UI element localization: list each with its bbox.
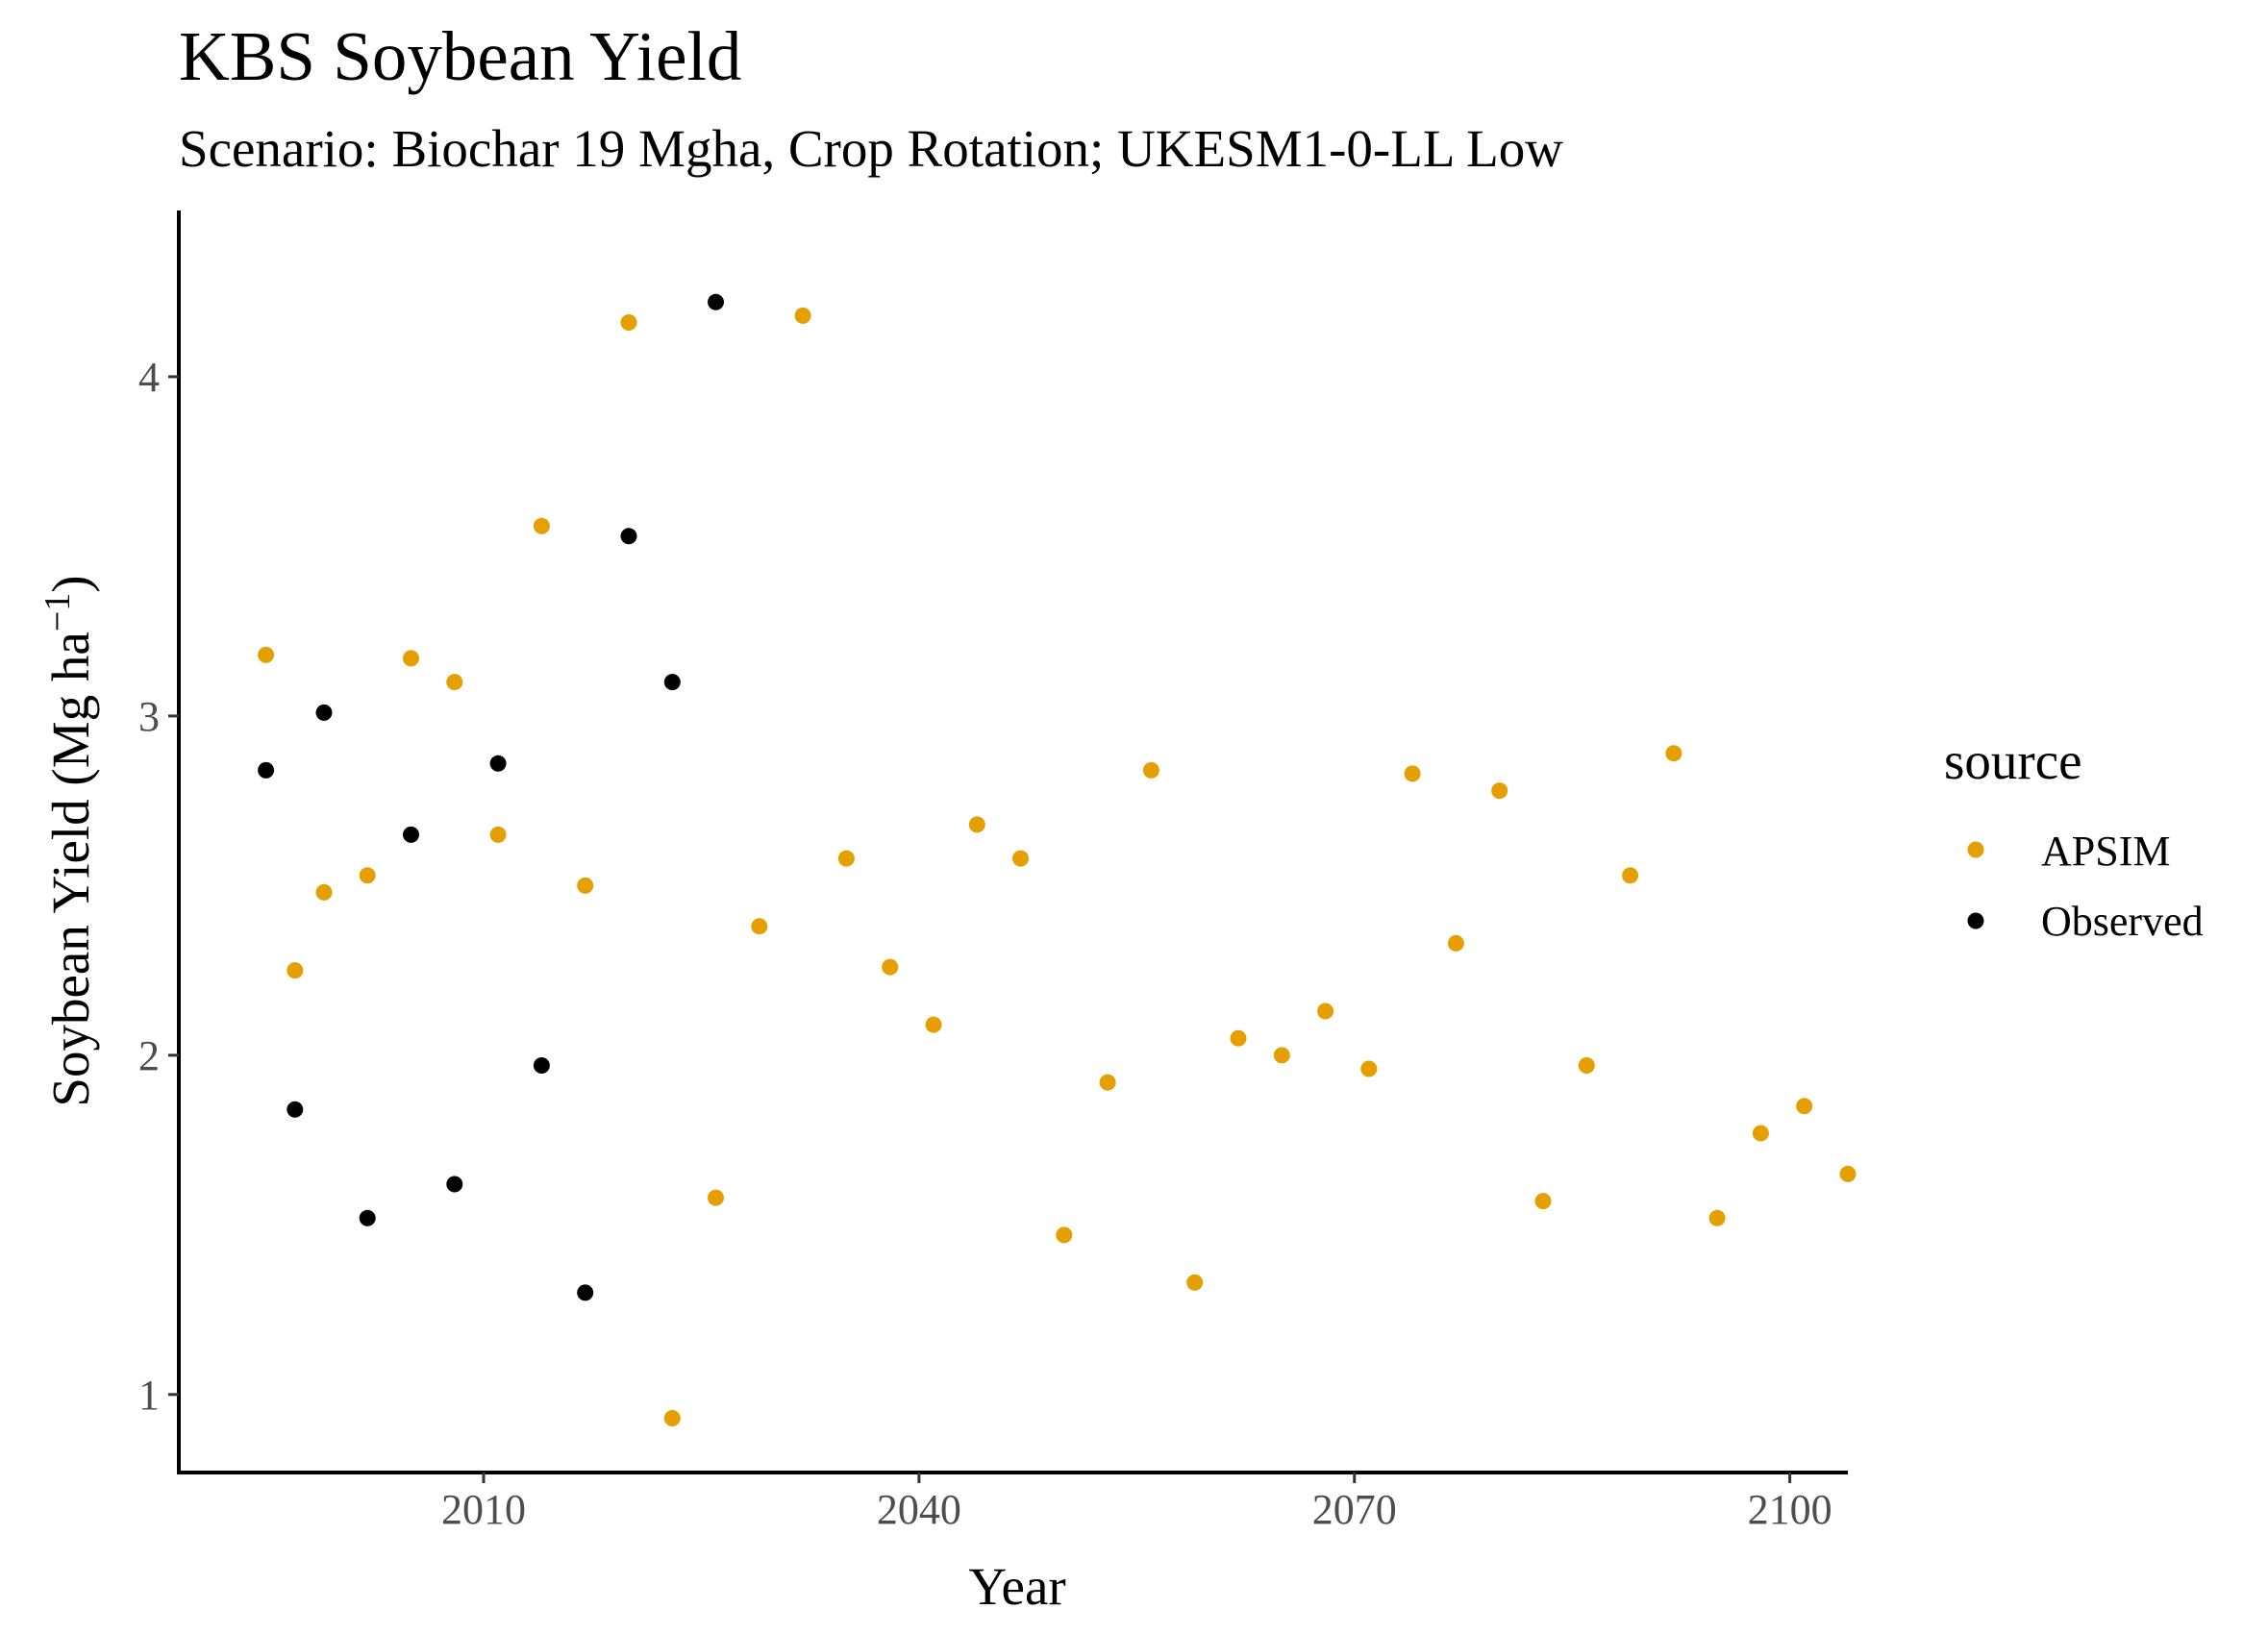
point-apsim xyxy=(837,850,855,867)
chart-subtitle: Scenario: Biochar 19 Mgha, Crop Rotation… xyxy=(179,119,1563,178)
point-apsim xyxy=(794,307,811,324)
y-tick-label: 1 xyxy=(138,1372,160,1419)
y-tick-label: 3 xyxy=(138,693,160,740)
point-apsim xyxy=(287,962,304,979)
point-apsim xyxy=(708,1189,724,1206)
point-apsim xyxy=(403,650,419,667)
point-apsim xyxy=(1273,1047,1290,1064)
point-observed xyxy=(663,674,681,691)
point-apsim xyxy=(620,314,637,331)
y-axis-title: Soybean Yield (Mg ha−1) xyxy=(37,575,100,1106)
point-observed xyxy=(533,1057,550,1074)
point-apsim xyxy=(1404,765,1421,782)
legend-key-observed xyxy=(1967,912,1984,929)
point-apsim xyxy=(1622,867,1639,884)
y-axis-title-main: Soybean Yield (Mg ha xyxy=(41,631,100,1106)
point-apsim xyxy=(1534,1193,1552,1210)
point-apsim xyxy=(1752,1125,1769,1142)
plot-area xyxy=(258,293,1857,1426)
point-observed xyxy=(708,293,724,310)
series-apsim xyxy=(258,307,1857,1426)
point-observed xyxy=(315,704,333,721)
y-axis-title-superscript: −1 xyxy=(37,593,78,631)
chart-title: KBS Soybean Yield xyxy=(179,17,741,95)
legend-title: source xyxy=(1944,731,2082,790)
point-apsim xyxy=(1186,1274,1204,1291)
point-apsim xyxy=(1447,934,1464,952)
point-apsim xyxy=(1056,1226,1073,1244)
point-apsim xyxy=(751,918,768,935)
x-tick-label: 2010 xyxy=(441,1486,526,1533)
legend-label-observed: Observed xyxy=(2041,898,2204,945)
legend-key-apsim xyxy=(1967,841,1984,858)
point-apsim xyxy=(489,826,507,843)
point-apsim xyxy=(533,517,550,534)
x-axis-ticks: 2010 2040 2070 2100 xyxy=(441,1473,1832,1533)
point-apsim xyxy=(1360,1060,1378,1077)
point-apsim xyxy=(925,1016,942,1033)
x-tick-label: 2070 xyxy=(1312,1486,1397,1533)
point-apsim xyxy=(1665,745,1682,762)
point-apsim xyxy=(258,646,275,663)
point-apsim xyxy=(359,867,376,884)
point-observed xyxy=(359,1209,376,1226)
point-apsim xyxy=(1142,761,1159,779)
point-apsim xyxy=(882,958,899,976)
point-observed xyxy=(403,826,419,843)
y-axis-title-close: ) xyxy=(41,575,100,592)
point-observed xyxy=(258,761,275,779)
y-axis-ticks: 1 2 3 4 xyxy=(138,354,179,1419)
legend-label-apsim: APSIM xyxy=(2041,828,2171,875)
legend: source APSIM Observed xyxy=(1944,731,2204,945)
point-observed xyxy=(489,755,507,772)
series-observed xyxy=(258,293,724,1301)
point-apsim xyxy=(1012,850,1029,867)
point-apsim xyxy=(1839,1165,1857,1182)
x-tick-label: 2040 xyxy=(877,1486,961,1533)
point-apsim xyxy=(1230,1029,1247,1047)
point-apsim xyxy=(1317,1003,1334,1020)
point-apsim xyxy=(446,674,463,691)
point-apsim xyxy=(1491,782,1508,800)
point-observed xyxy=(287,1101,304,1118)
x-tick-label: 2100 xyxy=(1748,1486,1832,1533)
point-apsim xyxy=(1708,1209,1726,1226)
point-apsim xyxy=(1578,1057,1595,1074)
point-apsim xyxy=(1796,1098,1813,1115)
point-apsim xyxy=(1099,1074,1116,1091)
point-observed xyxy=(446,1176,463,1193)
x-axis-title: Year xyxy=(968,1557,1065,1616)
point-apsim xyxy=(577,877,594,894)
point-observed xyxy=(620,528,637,545)
point-apsim xyxy=(968,816,985,833)
y-tick-label: 2 xyxy=(138,1032,160,1079)
point-observed xyxy=(577,1284,594,1301)
point-apsim xyxy=(315,883,333,901)
y-tick-label: 4 xyxy=(138,354,160,401)
point-apsim xyxy=(663,1410,681,1426)
